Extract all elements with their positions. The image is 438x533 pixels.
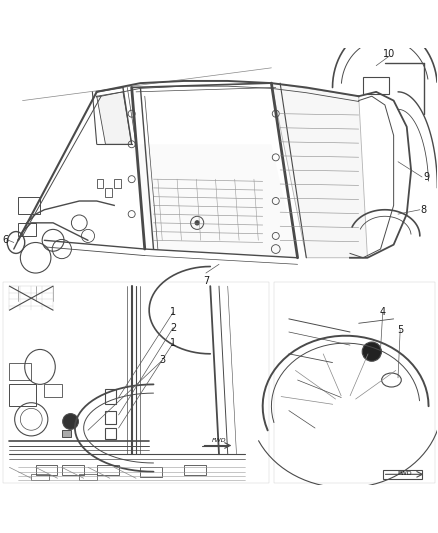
- Bar: [97, 179, 103, 188]
- Bar: [18, 197, 40, 214]
- Circle shape: [63, 414, 78, 430]
- Bar: [62, 430, 71, 437]
- Polygon shape: [97, 92, 132, 144]
- Text: 9: 9: [424, 172, 429, 182]
- Text: 6: 6: [3, 235, 9, 245]
- Bar: [114, 179, 121, 188]
- Text: 8: 8: [421, 205, 427, 215]
- Bar: [383, 470, 422, 479]
- Text: 3: 3: [159, 356, 165, 365]
- Circle shape: [195, 221, 199, 225]
- Bar: [106, 188, 112, 197]
- Bar: [79, 474, 97, 480]
- Text: 4: 4: [380, 308, 386, 317]
- Bar: [363, 77, 389, 94]
- Bar: [274, 282, 435, 482]
- Bar: [10, 362, 31, 380]
- Bar: [106, 389, 117, 404]
- Text: 10: 10: [383, 50, 396, 59]
- Text: 2: 2: [170, 322, 176, 333]
- Bar: [3, 282, 269, 482]
- Bar: [18, 223, 35, 236]
- Polygon shape: [272, 83, 367, 258]
- Bar: [184, 465, 206, 475]
- Bar: [62, 465, 84, 475]
- Bar: [106, 410, 117, 424]
- Bar: [31, 474, 49, 480]
- Bar: [106, 428, 117, 439]
- Bar: [44, 384, 62, 398]
- Text: 1: 1: [170, 308, 176, 317]
- Polygon shape: [132, 144, 297, 258]
- Bar: [35, 465, 57, 475]
- Text: 1: 1: [170, 338, 176, 348]
- Text: FWD: FWD: [212, 438, 226, 443]
- Text: 5: 5: [397, 325, 403, 335]
- Bar: [10, 384, 35, 406]
- Bar: [141, 467, 162, 477]
- Circle shape: [362, 342, 381, 361]
- Text: 7: 7: [203, 276, 209, 286]
- Text: FWD: FWD: [397, 471, 412, 477]
- Bar: [97, 465, 119, 475]
